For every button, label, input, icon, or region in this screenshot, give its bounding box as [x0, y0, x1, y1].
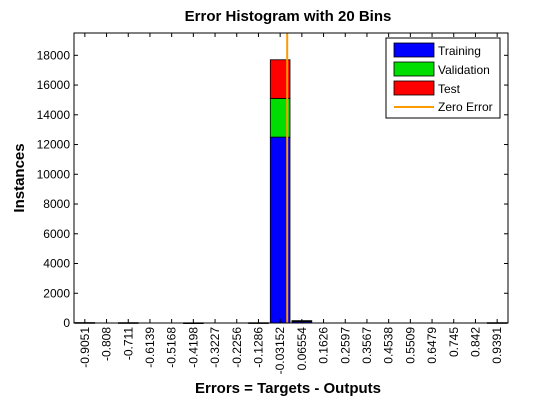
- x-tick-label-11: 0.1626: [317, 327, 331, 364]
- x-tick-label-18: 0.842: [468, 327, 482, 357]
- x-tick-label-0: -0.9051: [78, 327, 92, 368]
- x-tick-label-3: -0.6139: [143, 327, 157, 368]
- x-tick-label-5: -0.4198: [186, 327, 200, 368]
- y-axis-label: Instances: [11, 143, 28, 212]
- x-tick-label-19: 0.9391: [490, 327, 504, 364]
- y-tick-label-4: 8000: [43, 197, 70, 211]
- y-tick-label-2: 4000: [43, 257, 70, 271]
- x-tick-label-1: -0.808: [100, 327, 114, 361]
- chart-title: Error Histogram with 20 Bins: [185, 8, 392, 25]
- legend-label-training: Training: [438, 44, 481, 58]
- y-axis: 0 2000 4000 6000 8000 10000 12000 14000 16000 180…: [37, 48, 508, 330]
- legend-swatch-validation: [393, 61, 435, 77]
- x-tick-label-12: 0.2597: [338, 327, 352, 364]
- x-axis-label: Errors = Targets - Outputs: [195, 380, 381, 397]
- x-tick-label-17: 0.745: [447, 327, 461, 357]
- x-tick-label-8: -0.1286: [251, 327, 265, 368]
- y-tick-label-5: 10000: [37, 167, 71, 181]
- x-tick-label-2: -0.711: [121, 327, 135, 360]
- legend-label-validation: Validation: [438, 63, 490, 77]
- y-tick-label-9: 18000: [37, 48, 71, 62]
- x-tick-label-15: 0.5509: [403, 327, 417, 364]
- y-tick-label-6: 12000: [37, 138, 71, 152]
- legend-label-zero-error: Zero Error: [438, 100, 493, 114]
- plot-frame: [73, 32, 509, 324]
- y-tick-label-1: 2000: [43, 286, 70, 300]
- legend-swatch-test: [393, 80, 435, 96]
- y-tick-label-7: 14000: [37, 108, 71, 122]
- x-tick-label-6: -0.3227: [208, 327, 222, 368]
- x-tick-label-9: -0.03152: [273, 327, 287, 375]
- y-tick-label-3: 6000: [43, 227, 70, 241]
- y-tick-label-0: 0: [63, 316, 70, 330]
- x-tick-label-14: 0.4538: [382, 327, 396, 364]
- x-tick-label-4: -0.5168: [165, 327, 179, 368]
- x-tick-label-7: -0.2256: [230, 327, 244, 368]
- bar-test-9: [269, 59, 291, 99]
- x-axis: -0.9051 -0.808 -0.711 -0.6139 -0.5168 -0.4198…: [78, 33, 504, 374]
- x-tick-label-13: 0.3567: [360, 327, 374, 364]
- x-tick-label-16: 0.6479: [425, 327, 439, 364]
- x-tick-label-10: 0.06554: [295, 327, 309, 371]
- legend-label-test: Test: [438, 82, 461, 96]
- y-tick-label-8: 16000: [37, 78, 71, 92]
- legend-swatch-training: [393, 42, 435, 58]
- legend: Training Validation Test Zero Error: [385, 37, 501, 119]
